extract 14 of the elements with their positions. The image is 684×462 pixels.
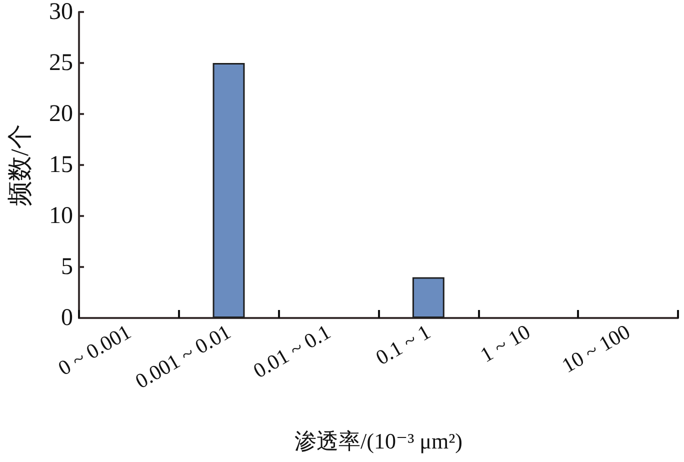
y-tick-label: 25 xyxy=(49,50,73,76)
y-tick-label: 0 xyxy=(61,305,73,331)
y-tick-label: 30 xyxy=(49,0,73,25)
y-axis-title: 频数/个 xyxy=(7,124,34,206)
x-tick-label: 10 ~ 100 xyxy=(558,320,634,378)
y-tick-label: 15 xyxy=(49,152,73,178)
x-tick-label: 1 ~ 10 xyxy=(476,320,534,368)
x-tick-label: 0.1 ~ 1 xyxy=(372,320,434,370)
y-tick-label: 20 xyxy=(49,101,73,127)
x-axis-title: 渗透率/(10⁻³ μm²) xyxy=(294,428,462,454)
x-tick-label: 0.001 ~ 0.01 xyxy=(131,320,235,394)
y-tick-label: 5 xyxy=(61,254,73,280)
y-tick-label: 10 xyxy=(49,203,73,229)
x-tick-label: 0.01 ~ 0.1 xyxy=(249,320,335,383)
